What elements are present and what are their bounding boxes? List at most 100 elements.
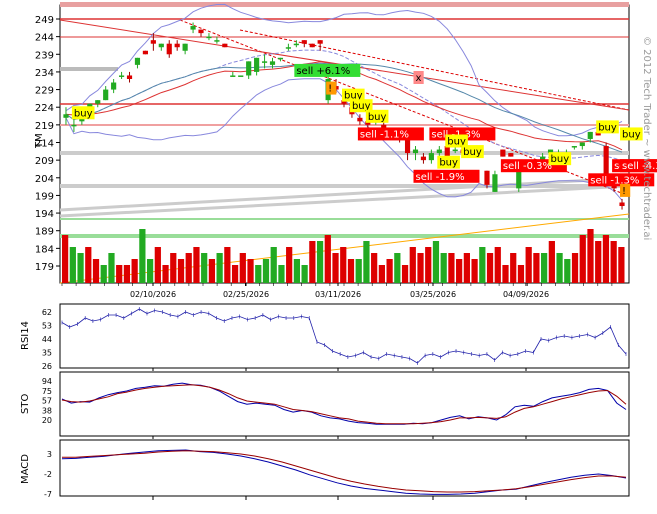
volume-bar	[471, 259, 478, 283]
signal-buy-label: buy	[463, 147, 482, 158]
volume-bar	[231, 265, 239, 283]
volume-bar	[193, 247, 200, 283]
candle-body	[182, 43, 188, 51]
volume-bar	[579, 235, 586, 283]
signal-warn-label: !	[328, 84, 332, 95]
candle-body	[603, 146, 609, 175]
rsi-tick-label: 62	[42, 308, 52, 317]
macd-tick-label: -2	[44, 470, 52, 479]
volume-bar	[216, 253, 223, 283]
candle-body	[95, 100, 101, 104]
volume-bar	[371, 253, 378, 283]
y-tick-label: 249	[35, 15, 54, 26]
signal-buy-label: buy	[74, 108, 93, 119]
volume-bar	[270, 247, 277, 283]
volume-bar	[378, 265, 385, 283]
signal-sell-label: sell -1.9%	[415, 172, 464, 183]
sto-k-line	[61, 382, 627, 425]
volume-bar	[154, 247, 161, 283]
volume-bar	[108, 253, 115, 283]
candle-body	[261, 61, 268, 63]
x-tick-label: 04/09/2026	[503, 290, 549, 299]
x-tick-label: 02/10/2026	[130, 290, 176, 299]
candle-body	[587, 131, 593, 139]
candle-body	[317, 40, 323, 44]
volume-bar	[286, 247, 293, 283]
volume-bar	[432, 241, 440, 283]
signal-buy-box	[461, 145, 484, 159]
volume-bar	[525, 247, 532, 283]
signal-buy-box	[342, 88, 365, 102]
volume-bar	[324, 235, 331, 283]
signal-sell-box	[357, 127, 424, 141]
y-tick-label: 214	[35, 139, 54, 150]
signal-buy-label: buy	[622, 129, 641, 140]
y-tick-label: 244	[35, 33, 54, 44]
volume-bar	[556, 253, 563, 283]
signal-buy-label: buy	[368, 112, 387, 123]
signal-buy-box	[596, 120, 619, 134]
candle-body	[547, 149, 554, 154]
signal-buy-label: buy	[447, 137, 466, 148]
macd-line	[61, 449, 627, 495]
candle-body	[540, 156, 546, 161]
candle-body	[277, 57, 284, 60]
candle-body	[134, 57, 141, 65]
candle-body	[301, 40, 307, 44]
volume-bar	[355, 259, 362, 283]
volume-bar	[502, 265, 509, 283]
candle-body	[452, 149, 458, 152]
volume-bar	[533, 253, 540, 283]
volume-bar	[401, 265, 409, 283]
rsi-tick-label: 44	[42, 335, 52, 344]
rsi-tick-label: 35	[42, 349, 52, 358]
candle-body	[309, 43, 315, 48]
volume-bar	[224, 247, 231, 283]
x-tick-label: 03/11/2026	[315, 290, 361, 299]
volume-bar	[479, 247, 486, 283]
volume-bar	[170, 253, 177, 283]
candle-body	[285, 47, 291, 49]
signal-buy-box	[349, 99, 373, 113]
candle-body	[293, 43, 299, 46]
candle-body	[230, 75, 236, 77]
signal-warn-box	[326, 81, 337, 95]
volume-bar	[208, 259, 216, 283]
volume-bar	[386, 259, 393, 283]
candle-body	[341, 100, 347, 104]
candle-body	[412, 149, 419, 154]
volume-bar	[201, 253, 208, 283]
volume-bar	[69, 247, 76, 283]
volume-bar	[463, 253, 470, 283]
candle-body	[103, 89, 109, 101]
volume-bar	[602, 235, 610, 283]
signal-buy-box	[445, 134, 468, 148]
volume-bar	[347, 259, 355, 283]
candle-body	[595, 131, 601, 136]
sto-axis-label: STO	[20, 394, 31, 414]
y-tick-label: 234	[35, 68, 54, 79]
signal-buy-box	[71, 106, 95, 120]
sto-tick-label: 94	[42, 377, 52, 386]
macd-axis-label: MACD	[20, 454, 31, 484]
volume-bar	[293, 259, 301, 283]
candle-body	[357, 117, 363, 122]
volume-bar	[595, 241, 602, 283]
candle-body	[404, 138, 411, 154]
volume-bar	[541, 253, 548, 283]
support-line	[59, 184, 630, 218]
rsi-line	[61, 308, 627, 364]
candle-body	[198, 29, 204, 34]
top-band	[60, 2, 629, 7]
signal-sell-box	[588, 173, 655, 187]
volume-bar	[571, 253, 579, 283]
volume-bar	[255, 265, 262, 283]
volume-bar	[309, 241, 316, 283]
signal-buy-label: buy	[352, 101, 371, 112]
signal-buy-box	[620, 127, 643, 141]
candle-body	[444, 146, 450, 157]
volume-bar	[247, 259, 254, 283]
volume-bar	[340, 247, 347, 283]
candle-body	[484, 170, 490, 185]
volume-bar	[185, 253, 192, 283]
